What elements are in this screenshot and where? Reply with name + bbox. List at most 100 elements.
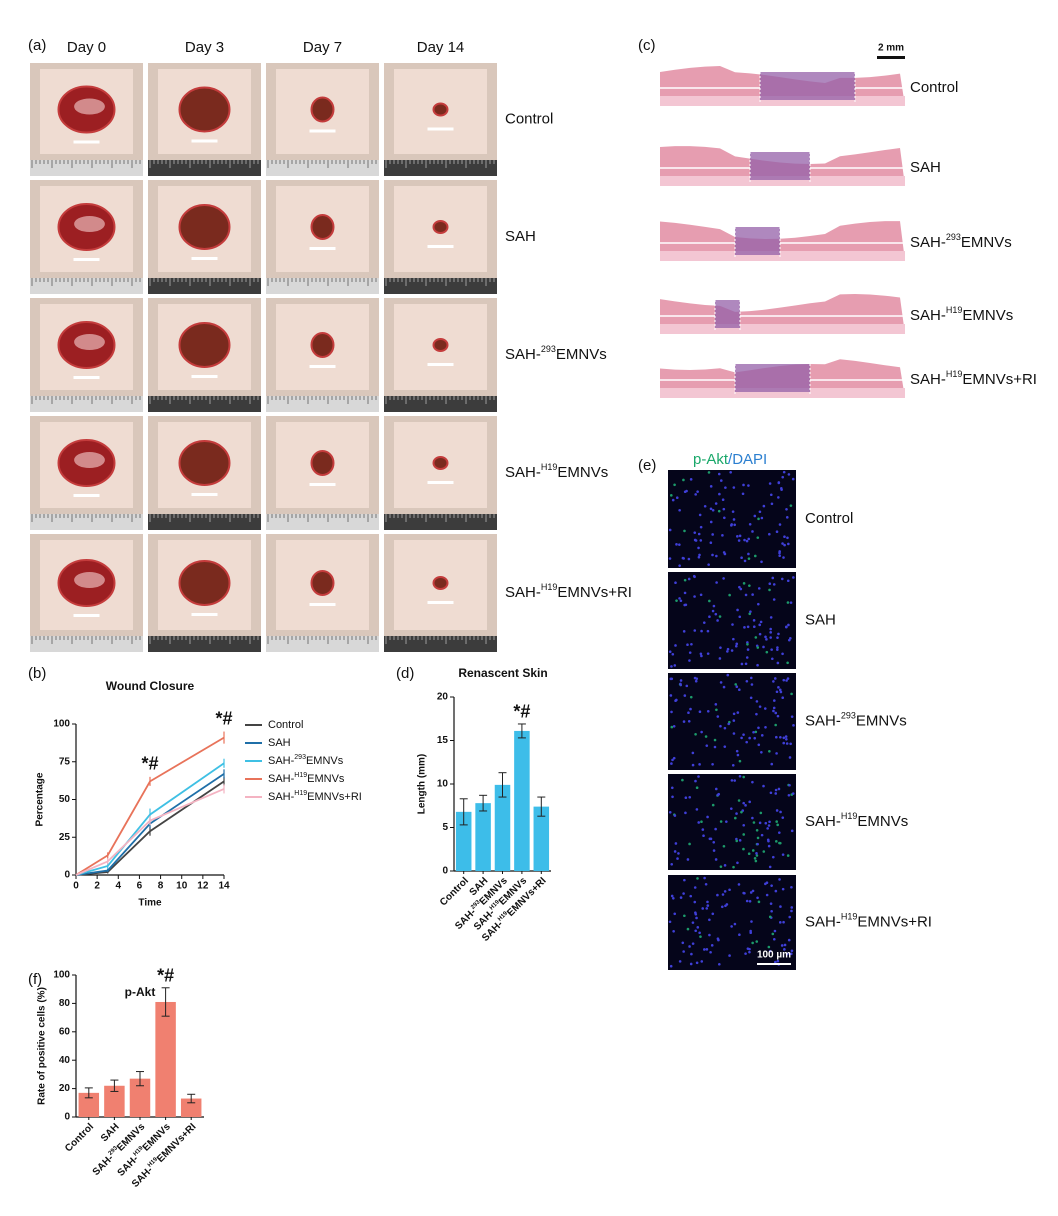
photo-ruler (384, 636, 497, 652)
scale-bar (191, 257, 218, 260)
scale-bar (73, 140, 100, 144)
nucleus (694, 912, 698, 916)
tissue-lower (660, 251, 905, 261)
scale-bar (427, 363, 454, 366)
photo-ruler (30, 636, 143, 652)
row-label: SAH-H19EMNVs+RI (910, 369, 1037, 388)
bar (78, 1092, 100, 1117)
nucleus (719, 820, 723, 823)
nucleus (768, 482, 772, 485)
nucleus (790, 715, 794, 718)
nucleus (708, 933, 711, 937)
row-label: SAH-293EMNVs (505, 344, 607, 363)
photo-ruler (384, 514, 497, 530)
nucleus (708, 615, 711, 619)
nucleus (744, 662, 748, 666)
nucleus (769, 791, 773, 795)
nucleus (687, 577, 691, 581)
nucleus (693, 538, 697, 542)
chart-title: Renascent Skin (458, 666, 547, 680)
scar (735, 364, 810, 392)
nucleus (781, 853, 785, 856)
nucleus (718, 492, 721, 496)
nucleus (764, 821, 768, 825)
nucleus (689, 478, 693, 481)
nucleus (783, 948, 786, 951)
y-tick-label: 100 (53, 719, 70, 730)
x-axis-label: Time (138, 898, 162, 909)
nucleus (757, 726, 760, 730)
nucleus (727, 722, 731, 726)
nucleus (756, 836, 760, 840)
nucleus (753, 514, 757, 518)
nucleus (734, 644, 738, 648)
nucleus (694, 679, 698, 683)
nucleus (783, 943, 787, 947)
nucleus (695, 916, 698, 920)
nucleus (717, 792, 721, 796)
nucleus (675, 543, 678, 546)
nucleus (742, 801, 745, 805)
scar (715, 300, 740, 328)
nucleus (723, 864, 727, 867)
nucleus (686, 643, 689, 647)
nucleus (697, 821, 701, 824)
nucleus (719, 479, 723, 482)
bar (155, 1001, 176, 1117)
nucleus (711, 533, 714, 536)
nucleus (674, 842, 678, 845)
nucleus (753, 736, 757, 740)
nucleus (737, 883, 741, 886)
nucleus (721, 534, 724, 537)
nucleus (729, 470, 732, 474)
scale-bar (191, 613, 218, 616)
superscript: 293 (946, 232, 961, 242)
text-part: SAH- (268, 773, 295, 785)
nucleus (726, 650, 729, 653)
nucleus (786, 601, 790, 604)
nucleus (779, 810, 782, 814)
text-part: EMNVs (556, 346, 607, 363)
nucleus (790, 885, 793, 889)
nucleus (711, 912, 715, 916)
nucleus (771, 855, 775, 859)
nucleus (780, 577, 784, 581)
nucleus (691, 751, 695, 755)
nucleus (719, 646, 722, 649)
nucleus (735, 749, 739, 753)
nucleus (781, 652, 784, 656)
legend-label: SAH-H19EMNVs (268, 772, 345, 785)
scar (760, 72, 855, 100)
nucleus (700, 629, 703, 633)
nucleus (668, 650, 672, 654)
nucleus (699, 539, 703, 542)
nucleus (732, 732, 736, 735)
text-part: EMNVs (557, 464, 608, 481)
nucleus (709, 950, 712, 954)
nucleus (777, 496, 780, 499)
nucleus (678, 543, 681, 546)
nucleus (740, 556, 743, 560)
nucleus (759, 811, 763, 815)
text-part: SAH- (805, 813, 841, 830)
nucleus (684, 796, 688, 799)
nucleus (750, 683, 754, 686)
nucleus (756, 646, 760, 649)
nucleus (785, 507, 788, 511)
nucleus (789, 504, 793, 507)
micrograph (668, 572, 796, 669)
nucleus (775, 820, 778, 823)
nucleus (678, 960, 682, 963)
superscript: H19 (946, 305, 963, 315)
nucleus (715, 554, 718, 558)
nucleus (770, 502, 774, 506)
nucleus (782, 920, 785, 924)
nucleus (738, 933, 741, 936)
nucleus (671, 498, 675, 502)
x-tick-label: 4 (116, 881, 122, 892)
nucleus (767, 945, 771, 949)
text-part: SAH- (910, 234, 946, 251)
nucleus (743, 891, 746, 895)
micrograph (668, 774, 796, 870)
nucleus (670, 894, 674, 898)
